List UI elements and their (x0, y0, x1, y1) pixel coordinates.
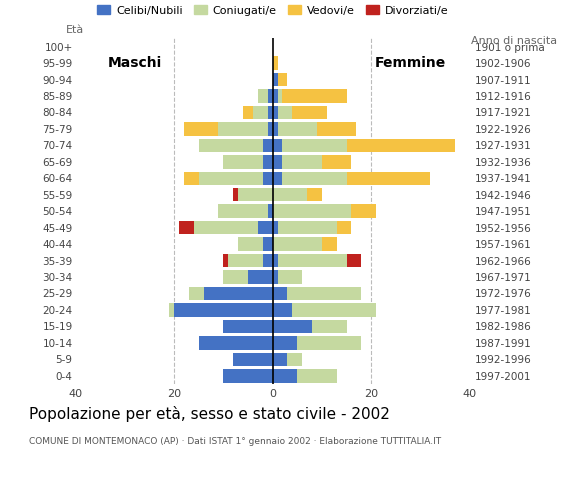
Legend: Celibi/Nubili, Coniugati/e, Vedovi/e, Divorziati/e: Celibi/Nubili, Coniugati/e, Vedovi/e, Di… (93, 1, 452, 20)
Bar (223, 155, 263, 168)
Bar (273, 303, 292, 317)
Bar (229, 254, 263, 267)
Bar (223, 254, 229, 267)
Bar (273, 155, 282, 168)
Bar (273, 287, 288, 300)
Bar (273, 336, 297, 349)
Bar (292, 303, 376, 317)
Bar (268, 204, 273, 218)
Bar (307, 188, 322, 202)
Bar (273, 254, 278, 267)
Bar (273, 89, 278, 103)
Bar (223, 270, 248, 284)
Bar (233, 353, 273, 366)
Bar (322, 238, 337, 251)
Bar (253, 106, 268, 119)
Bar (204, 287, 273, 300)
Bar (273, 369, 297, 383)
Bar (198, 336, 273, 349)
Bar (278, 73, 288, 86)
Bar (198, 171, 263, 185)
Bar (288, 287, 361, 300)
Bar (312, 320, 347, 333)
Bar (273, 56, 278, 70)
Bar (273, 122, 278, 136)
Bar (273, 73, 278, 86)
Bar (273, 270, 278, 284)
Text: Anno di nascita: Anno di nascita (471, 36, 557, 46)
Bar (297, 369, 336, 383)
Bar (288, 353, 302, 366)
Bar (263, 171, 273, 185)
Bar (347, 171, 430, 185)
Bar (322, 155, 351, 168)
Bar (258, 221, 273, 234)
Bar (238, 238, 263, 251)
Text: COMUNE DI MONTEMONACO (AP) · Dati ISTAT 1° gennaio 2002 · Elaborazione TUTTITALI: COMUNE DI MONTEMONACO (AP) · Dati ISTAT … (29, 437, 441, 446)
Bar (268, 106, 273, 119)
Bar (351, 204, 376, 218)
Text: Popolazione per età, sesso e stato civile - 2002: Popolazione per età, sesso e stato civil… (29, 406, 390, 421)
Bar (278, 89, 282, 103)
Bar (273, 238, 322, 251)
Bar (273, 204, 351, 218)
Bar (174, 303, 273, 317)
Bar (218, 204, 268, 218)
Bar (263, 254, 273, 267)
Bar (317, 122, 356, 136)
Bar (297, 336, 361, 349)
Bar (268, 122, 273, 136)
Bar (184, 122, 219, 136)
Bar (337, 221, 351, 234)
Bar (273, 353, 288, 366)
Bar (189, 287, 204, 300)
Bar (243, 106, 253, 119)
Bar (248, 270, 273, 284)
Bar (223, 320, 273, 333)
Bar (292, 106, 327, 119)
Bar (184, 171, 198, 185)
Bar (278, 254, 347, 267)
Bar (194, 221, 258, 234)
Bar (347, 139, 455, 152)
Bar (278, 106, 292, 119)
Bar (263, 155, 273, 168)
Bar (198, 139, 263, 152)
Bar (223, 369, 273, 383)
Bar (278, 221, 337, 234)
Bar (179, 221, 194, 234)
Bar (273, 171, 282, 185)
Bar (282, 155, 322, 168)
Bar (263, 139, 273, 152)
Bar (258, 89, 268, 103)
Bar (282, 139, 347, 152)
Bar (218, 122, 268, 136)
Bar (169, 303, 174, 317)
Bar (273, 221, 278, 234)
Bar (278, 270, 302, 284)
Bar (273, 139, 282, 152)
Bar (273, 106, 278, 119)
Bar (268, 89, 273, 103)
Text: Femmine: Femmine (375, 56, 446, 70)
Text: Età: Età (66, 25, 85, 35)
Bar (347, 254, 361, 267)
Bar (282, 89, 347, 103)
Bar (282, 171, 347, 185)
Text: Maschi: Maschi (107, 56, 162, 70)
Bar (278, 122, 317, 136)
Bar (273, 188, 307, 202)
Bar (233, 188, 238, 202)
Bar (273, 320, 312, 333)
Bar (238, 188, 273, 202)
Bar (263, 238, 273, 251)
